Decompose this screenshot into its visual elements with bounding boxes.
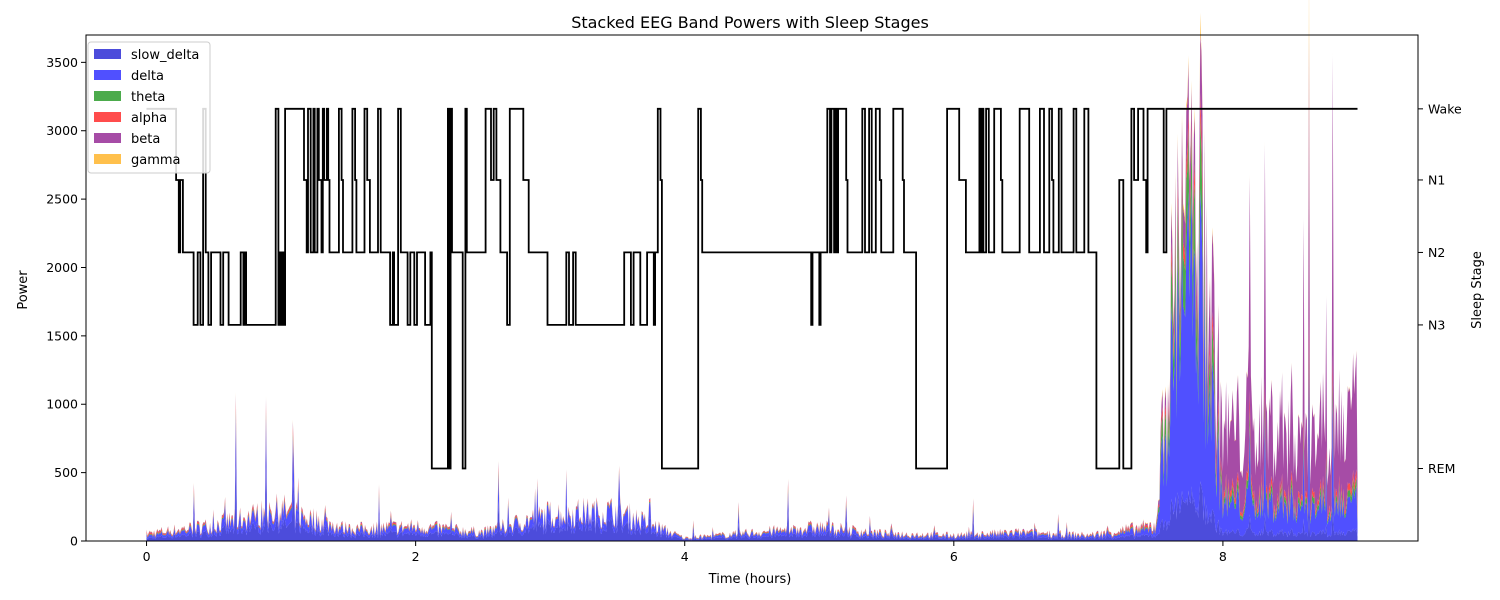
legend-label-delta: delta <box>131 69 164 84</box>
stage-tick-label: N1 <box>1428 172 1445 187</box>
y-tick-label: 1500 <box>46 328 78 343</box>
stage-tick-label: Wake <box>1428 101 1462 116</box>
hypnogram-line <box>146 107 1358 470</box>
y-tick-label: 3000 <box>46 123 78 138</box>
y-axis-ticks: 0 500 1000 1500 2000 2500 3000 3500 <box>46 55 86 549</box>
legend-swatch-theta <box>94 91 121 101</box>
hypnogram <box>146 107 1358 470</box>
right-axis-label: Sleep Stage <box>1470 251 1485 329</box>
right-axis-ticks: Wake N1 N2 N3 REM <box>1418 101 1462 476</box>
legend-swatch-alpha <box>94 112 121 122</box>
x-tick-label: 2 <box>412 549 420 564</box>
legend-label-alpha: alpha <box>131 111 167 126</box>
y-tick-label: 3500 <box>46 55 78 70</box>
y-axis-label: Power <box>16 270 31 310</box>
legend-label-slow_delta: slow_delta <box>131 48 199 63</box>
y-tick-label: 500 <box>54 465 78 480</box>
area-theta <box>146 116 1358 540</box>
x-axis-ticks: 0 2 4 6 8 <box>143 541 1227 564</box>
x-tick-label: 0 <box>143 549 151 564</box>
legend-swatch-gamma <box>94 154 121 164</box>
legend-label-theta: theta <box>131 90 165 105</box>
legend-label-gamma: gamma <box>131 153 181 168</box>
y-tick-label: 1000 <box>46 397 78 412</box>
plot-frame <box>85 34 1419 542</box>
stage-tick-label: REM <box>1428 461 1455 476</box>
legend-swatch-slow_delta <box>94 49 121 59</box>
x-tick-label: 8 <box>1219 549 1227 564</box>
legend-swatch-delta <box>94 70 121 80</box>
stacked-band-power-areas <box>146 0 1358 541</box>
area-slow_delta <box>146 465 1358 541</box>
chart-title: Stacked EEG Band Powers with Sleep Stage… <box>571 13 929 32</box>
stage-tick-label: N2 <box>1428 245 1445 260</box>
legend-swatch-beta <box>94 133 121 143</box>
stage-tick-label: N3 <box>1428 317 1445 332</box>
y-tick-label: 2000 <box>46 260 78 275</box>
x-tick-label: 4 <box>681 549 689 564</box>
x-axis-label: Time (hours) <box>708 572 792 587</box>
y-tick-label: 2500 <box>46 192 78 207</box>
x-tick-label: 6 <box>950 549 958 564</box>
area-delta <box>146 188 1358 541</box>
y-tick-label: 0 <box>70 534 78 549</box>
legend-label-beta: beta <box>131 132 160 147</box>
